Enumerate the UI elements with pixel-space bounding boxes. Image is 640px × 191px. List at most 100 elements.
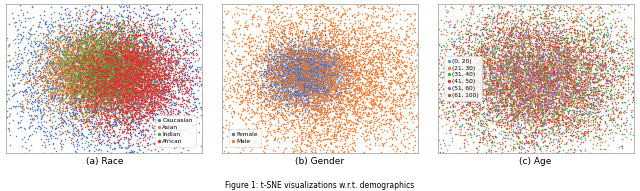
- Point: [125, 100, 135, 103]
- Point: [334, 38, 344, 41]
- Point: [94, 54, 104, 57]
- Point: [328, 68, 338, 71]
- Point: [539, 65, 549, 68]
- Point: [588, 58, 598, 62]
- Point: [152, 45, 162, 48]
- Point: [341, 77, 351, 80]
- Point: [307, 152, 317, 155]
- Point: [92, 49, 102, 52]
- Point: [68, 65, 79, 68]
- Point: [308, 81, 319, 84]
- Point: [308, 77, 319, 80]
- Point: [253, 74, 264, 77]
- Point: [289, 43, 299, 46]
- Point: [323, 75, 333, 78]
- Point: [122, 68, 132, 71]
- Point: [475, 81, 485, 84]
- Point: [571, 111, 581, 114]
- Point: [79, 66, 90, 69]
- Point: [384, 87, 394, 90]
- Point: [367, 181, 378, 184]
- Point: [372, 137, 383, 140]
- Point: [422, 81, 432, 84]
- Point: [597, 72, 607, 75]
- Point: [562, 52, 572, 55]
- Point: [296, 72, 307, 75]
- Point: [577, 71, 588, 74]
- Point: [567, 7, 577, 11]
- Point: [148, 68, 159, 71]
- Point: [537, 90, 547, 93]
- Point: [55, 61, 65, 64]
- Point: [520, 36, 531, 39]
- Point: [532, 69, 543, 72]
- Point: [120, 92, 130, 96]
- Point: [165, 76, 175, 79]
- Point: [569, 31, 579, 34]
- Point: [616, 144, 627, 147]
- Point: [271, 79, 282, 82]
- Point: [113, 67, 124, 70]
- Point: [297, 86, 307, 89]
- Point: [547, 72, 557, 75]
- Point: [472, 127, 482, 130]
- Point: [477, 9, 487, 12]
- Point: [253, 35, 263, 38]
- Point: [536, 81, 547, 84]
- Point: [351, 89, 362, 92]
- Point: [518, 105, 529, 108]
- Point: [372, 84, 383, 87]
- Point: [91, 60, 101, 63]
- Point: [540, 99, 550, 102]
- Point: [291, 66, 301, 70]
- Point: [305, 41, 315, 44]
- Point: [99, 85, 109, 88]
- Point: [527, 16, 538, 19]
- Point: [331, 56, 341, 59]
- Point: [150, 81, 160, 84]
- Point: [429, 66, 440, 69]
- Point: [111, 54, 121, 57]
- Point: [508, 36, 518, 39]
- Point: [52, 83, 63, 87]
- Point: [550, 117, 561, 120]
- Point: [267, 50, 277, 53]
- Point: [113, 68, 123, 71]
- Point: [86, 128, 96, 131]
- Point: [535, 63, 545, 66]
- Point: [464, 17, 474, 20]
- Point: [173, 52, 183, 55]
- Point: [536, 60, 547, 63]
- Point: [100, 80, 110, 83]
- Point: [98, 64, 108, 67]
- Point: [326, 29, 336, 32]
- Point: [324, 47, 334, 50]
- Point: [96, 83, 106, 87]
- Point: [79, 89, 89, 92]
- Point: [436, 92, 447, 95]
- Point: [55, 110, 65, 113]
- Point: [205, 100, 216, 103]
- Point: [473, 60, 483, 63]
- Point: [536, 138, 547, 141]
- Point: [365, 69, 376, 72]
- Point: [288, 63, 298, 66]
- Point: [102, 60, 113, 63]
- Point: [306, 43, 316, 46]
- Point: [476, 96, 486, 99]
- Point: [563, 48, 573, 51]
- Point: [78, 91, 88, 95]
- Point: [461, 77, 471, 80]
- Point: [281, 47, 291, 50]
- Point: [364, 80, 374, 83]
- Point: [478, 106, 488, 109]
- Point: [147, 72, 157, 75]
- Point: [251, 53, 261, 56]
- Point: [147, 68, 157, 71]
- Point: [63, 53, 74, 56]
- Point: [587, 0, 597, 2]
- Point: [52, 62, 62, 65]
- Point: [515, 30, 525, 33]
- Point: [300, 61, 310, 64]
- Point: [586, 40, 596, 43]
